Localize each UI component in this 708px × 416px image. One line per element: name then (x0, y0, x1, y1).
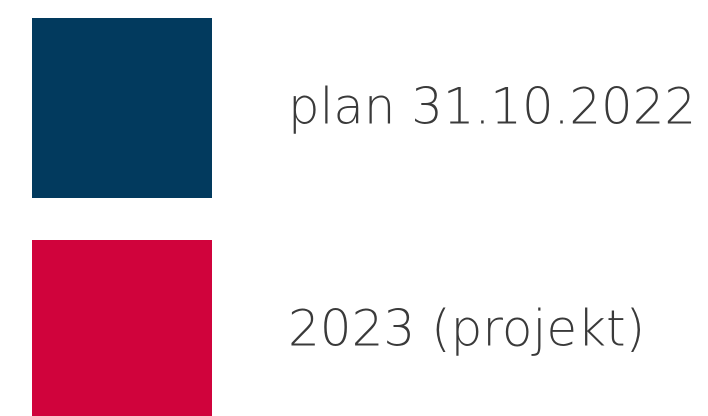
legend-label: plan 31.10.2022 (288, 78, 696, 136)
legend-swatch (32, 18, 212, 198)
legend-label: 2023 (projekt) (288, 300, 645, 358)
legend-swatch (32, 240, 212, 416)
